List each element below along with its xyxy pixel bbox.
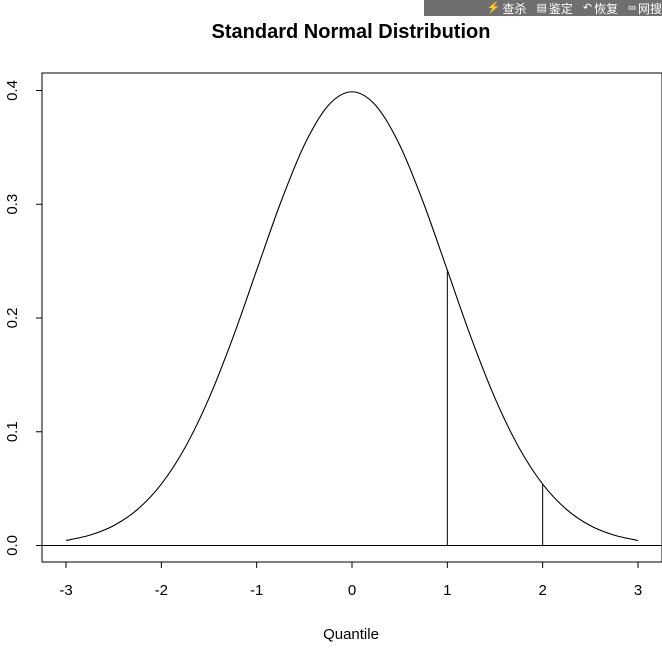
- toolbar-item-label: 恢复: [594, 1, 619, 16]
- x-tick-label: 2: [538, 582, 546, 599]
- lightning-icon: ⚡: [486, 1, 501, 14]
- restore-icon: ↶: [582, 1, 593, 14]
- toolbar-item-0[interactable]: ⚡ 查杀: [487, 0, 527, 16]
- toolbar-item-1[interactable]: ▤ 鉴定: [536, 0, 572, 16]
- overlay-toolbar: ⚡ 查杀 ▤ 鉴定 ↶ 恢复 ∞ 网搜: [424, 0, 662, 16]
- y-tick-label: 0.3: [4, 194, 21, 215]
- density-curve: [65, 91, 639, 542]
- toolbar-item-label: 查杀: [502, 1, 527, 16]
- x-tick-label: -3: [59, 582, 72, 599]
- toolbar-item-label: 网搜: [637, 1, 662, 16]
- chart-title: Standard Normal Distribution: [212, 21, 491, 43]
- x-tick-label: -1: [250, 582, 263, 599]
- x-tick-label: 0: [348, 582, 356, 599]
- x-tick-label: -2: [155, 582, 168, 599]
- x-axis: -3 -2 -1 0 1 2 3: [59, 561, 642, 599]
- y-axis: 0.0 0.1 0.2 0.3 0.4: [4, 80, 43, 556]
- plot-frame: [41, 72, 662, 563]
- quantile-lines: [446, 270, 544, 546]
- y-tick-label: 0.4: [4, 80, 21, 101]
- x-axis-label: Quantile: [323, 626, 379, 643]
- y-tick-label: 0.1: [4, 421, 21, 442]
- x-tick-label: 3: [634, 582, 642, 599]
- y-tick-label: 0.2: [4, 308, 21, 329]
- document-icon: ▤: [536, 1, 547, 14]
- x-tick-label: 1: [443, 582, 451, 599]
- toolbar-item-2[interactable]: ↶ 恢复: [583, 0, 618, 16]
- toolbar-item-3[interactable]: ∞ 网搜: [628, 0, 662, 16]
- toolbar-item-label: 鉴定: [548, 1, 573, 16]
- link-icon: ∞: [628, 1, 636, 14]
- y-tick-label: 0.0: [4, 535, 21, 556]
